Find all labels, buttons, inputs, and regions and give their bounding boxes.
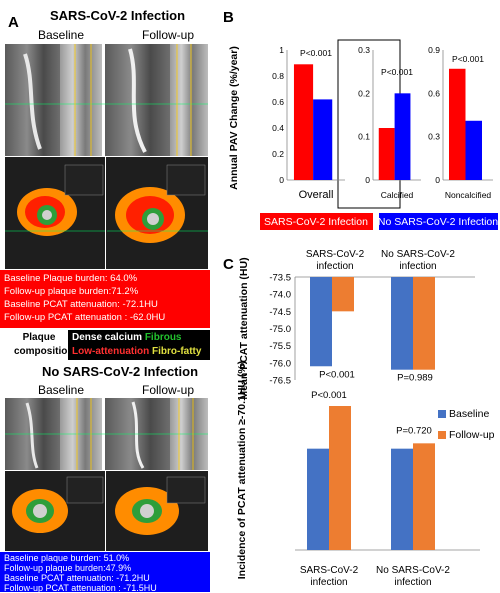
- legend-low-attenuation: Low-attenuation: [72, 346, 150, 357]
- c2-bar: [413, 443, 435, 550]
- c1-tick-label: -75.0: [269, 324, 291, 335]
- legend-no-sars-box: [379, 213, 498, 230]
- no-sars-plaque-overlay: [12, 476, 206, 535]
- no-sars-stat-line-2: Follow-up plaque burden:47.9%: [4, 563, 132, 573]
- c2-category-line1: SARS-CoV-2: [300, 565, 359, 576]
- legend-dense-calcium: Dense calcium: [72, 332, 143, 343]
- b-tick-label: 0: [279, 175, 284, 185]
- c1-ylabel: Mean PCAT attenuation (HU): [238, 257, 250, 399]
- sars-stat-line-4: Follow-up PCAT attenuation : -62.0HU: [4, 312, 166, 323]
- legend-sars-box: [260, 213, 373, 230]
- b-pvalue: P<0.001: [381, 67, 413, 77]
- no-sars-title: No SARS-CoV-2 Infection: [42, 364, 199, 379]
- panel-b-chart: B Annual PAV Change (%/year) 0 0.2 0.4 0.6 0.8…: [223, 9, 498, 230]
- c1-category-line1: No SARS-CoV-2: [381, 249, 455, 260]
- c2-pvalue: P=0.720: [396, 425, 432, 436]
- c1-category-line2: infection: [399, 261, 436, 272]
- b-tick-label: 0.9: [428, 45, 440, 55]
- sars-title: SARS-CoV-2 Infection: [50, 8, 186, 23]
- panel-c-letter: C: [223, 256, 234, 273]
- sars-followup-label: Follow-up: [142, 28, 195, 42]
- b-pvalue: P<0.001: [300, 48, 332, 58]
- sars-stats-box: Baseline Plaque burden: 64.0% Follow-up …: [0, 270, 210, 328]
- c1-tick-label: -74.5: [269, 307, 291, 318]
- b-pvalue: P<0.001: [452, 54, 484, 64]
- c2-category-line1: No SARS-CoV-2: [376, 565, 450, 576]
- panel-b-ylabel: Annual PAV Change (%/year): [228, 46, 240, 190]
- sars-stat-line-1: Baseline Plaque burden: 64.0%: [4, 273, 138, 284]
- c1-tick-label: -73.5: [269, 273, 291, 284]
- b-tick-label: 0: [435, 175, 440, 185]
- b-tick-label: 0: [365, 175, 370, 185]
- legend-baseline-text: Baseline: [449, 408, 489, 420]
- legend-followup-text: Follow-up: [449, 429, 495, 441]
- no-sars-stat-line-1: Baseline plaque burden: 51.0%: [4, 553, 130, 563]
- c1-bar: [310, 277, 332, 367]
- c2-category-line2: infection: [310, 577, 347, 588]
- c1-tick-label: -74.0: [269, 290, 291, 301]
- c1-tick-label: -76.5: [269, 376, 291, 387]
- c1-bar: [391, 277, 413, 370]
- b-xlabel: Overall: [299, 189, 334, 201]
- plaque-composition-legend: Dense calcium Fibrous Low-attenuation Fi…: [68, 330, 210, 360]
- panel-a-letter: A: [8, 14, 19, 31]
- plaque-label-line-1: Plaque: [22, 332, 56, 343]
- b-tick-label: 0.3: [358, 45, 370, 55]
- sars-baseline-straightened-image: [60, 44, 102, 156]
- plaque-composition-label: Plaque composition: [14, 331, 74, 359]
- no-sars-stat-line-4: Follow-up PCAT attenuation : -71.5HU: [4, 583, 157, 593]
- c1-bar: [332, 277, 354, 312]
- legend-followup-swatch: [438, 431, 446, 439]
- c2-bar: [391, 448, 413, 550]
- sars-plaque-overlay: [5, 164, 208, 243]
- c1-category-line2: infection: [316, 261, 353, 272]
- c2-pvalue: P<0.001: [311, 390, 347, 401]
- c2-category-line2: infection: [394, 577, 431, 588]
- b-tick-label: 0.1: [358, 132, 370, 142]
- b-tick-label: 0.8: [272, 71, 284, 81]
- b-bar: [313, 99, 333, 180]
- c2-bar: [307, 448, 329, 550]
- panel-b-letter: B: [223, 9, 234, 26]
- no-sars-stats-box: Baseline plaque burden: 51.0% Follow-up …: [0, 552, 210, 593]
- b-tick-label: 0.2: [358, 88, 370, 98]
- sars-followup-straightened-image: [170, 44, 208, 156]
- b-tick-label: 0.3: [428, 132, 440, 142]
- sars-ct-overlay: [5, 44, 208, 156]
- legend-sars-text: SARS-CoV-2 Infection: [264, 216, 368, 228]
- b-bar: [378, 128, 395, 180]
- b-bar: [449, 68, 466, 180]
- legend-fibrous: Fibrous: [144, 332, 182, 343]
- legend-no-sars-text: No SARS-CoV-2 Infection: [378, 216, 498, 228]
- b-bar: [465, 120, 482, 180]
- c1-tick-label: -76.0: [269, 358, 291, 369]
- c2-ylabel: Incidence of PCAT attenuation ≥-70.1HU (…: [236, 361, 248, 580]
- sars-baseline-label: Baseline: [38, 28, 85, 42]
- c1-category-line1: SARS-CoV-2: [306, 249, 365, 260]
- b-tick-label: 0.6: [428, 88, 440, 98]
- c1-tick-label: -75.5: [269, 341, 291, 352]
- b-tick-label: 0.4: [272, 123, 284, 133]
- c1-pvalue: P<0.001: [319, 369, 355, 380]
- no-sars-stat-line-3: Baseline PCAT attenuation: -71.2HU: [4, 573, 150, 583]
- b-tick-label: 0.2: [272, 149, 284, 159]
- no-sars-followup-label: Follow-up: [142, 383, 195, 397]
- c1-bar: [413, 277, 435, 370]
- legend-fibro-fatty: Fibro-fatty: [152, 346, 202, 357]
- b-bar: [293, 64, 314, 180]
- no-sars-ct-overlay: [5, 398, 208, 470]
- c2-bar: [329, 406, 351, 550]
- b-xlabel: Noncalcified: [445, 190, 492, 200]
- plaque-label-line-2: composition: [14, 346, 74, 357]
- b-tick-label: 0.6: [272, 97, 284, 107]
- legend-baseline-swatch: [438, 410, 446, 418]
- sars-stat-line-2: Follow-up plaque burden:71.2%: [4, 286, 139, 297]
- b-bar: [394, 93, 411, 180]
- c1-pvalue: P=0.989: [397, 373, 433, 384]
- sars-stat-line-3: Baseline PCAT attenuation: -72.1HU: [4, 299, 158, 310]
- no-sars-baseline-label: Baseline: [38, 383, 85, 397]
- b-xlabel: Calcified: [381, 190, 414, 200]
- b-tick-label: 1: [279, 45, 284, 55]
